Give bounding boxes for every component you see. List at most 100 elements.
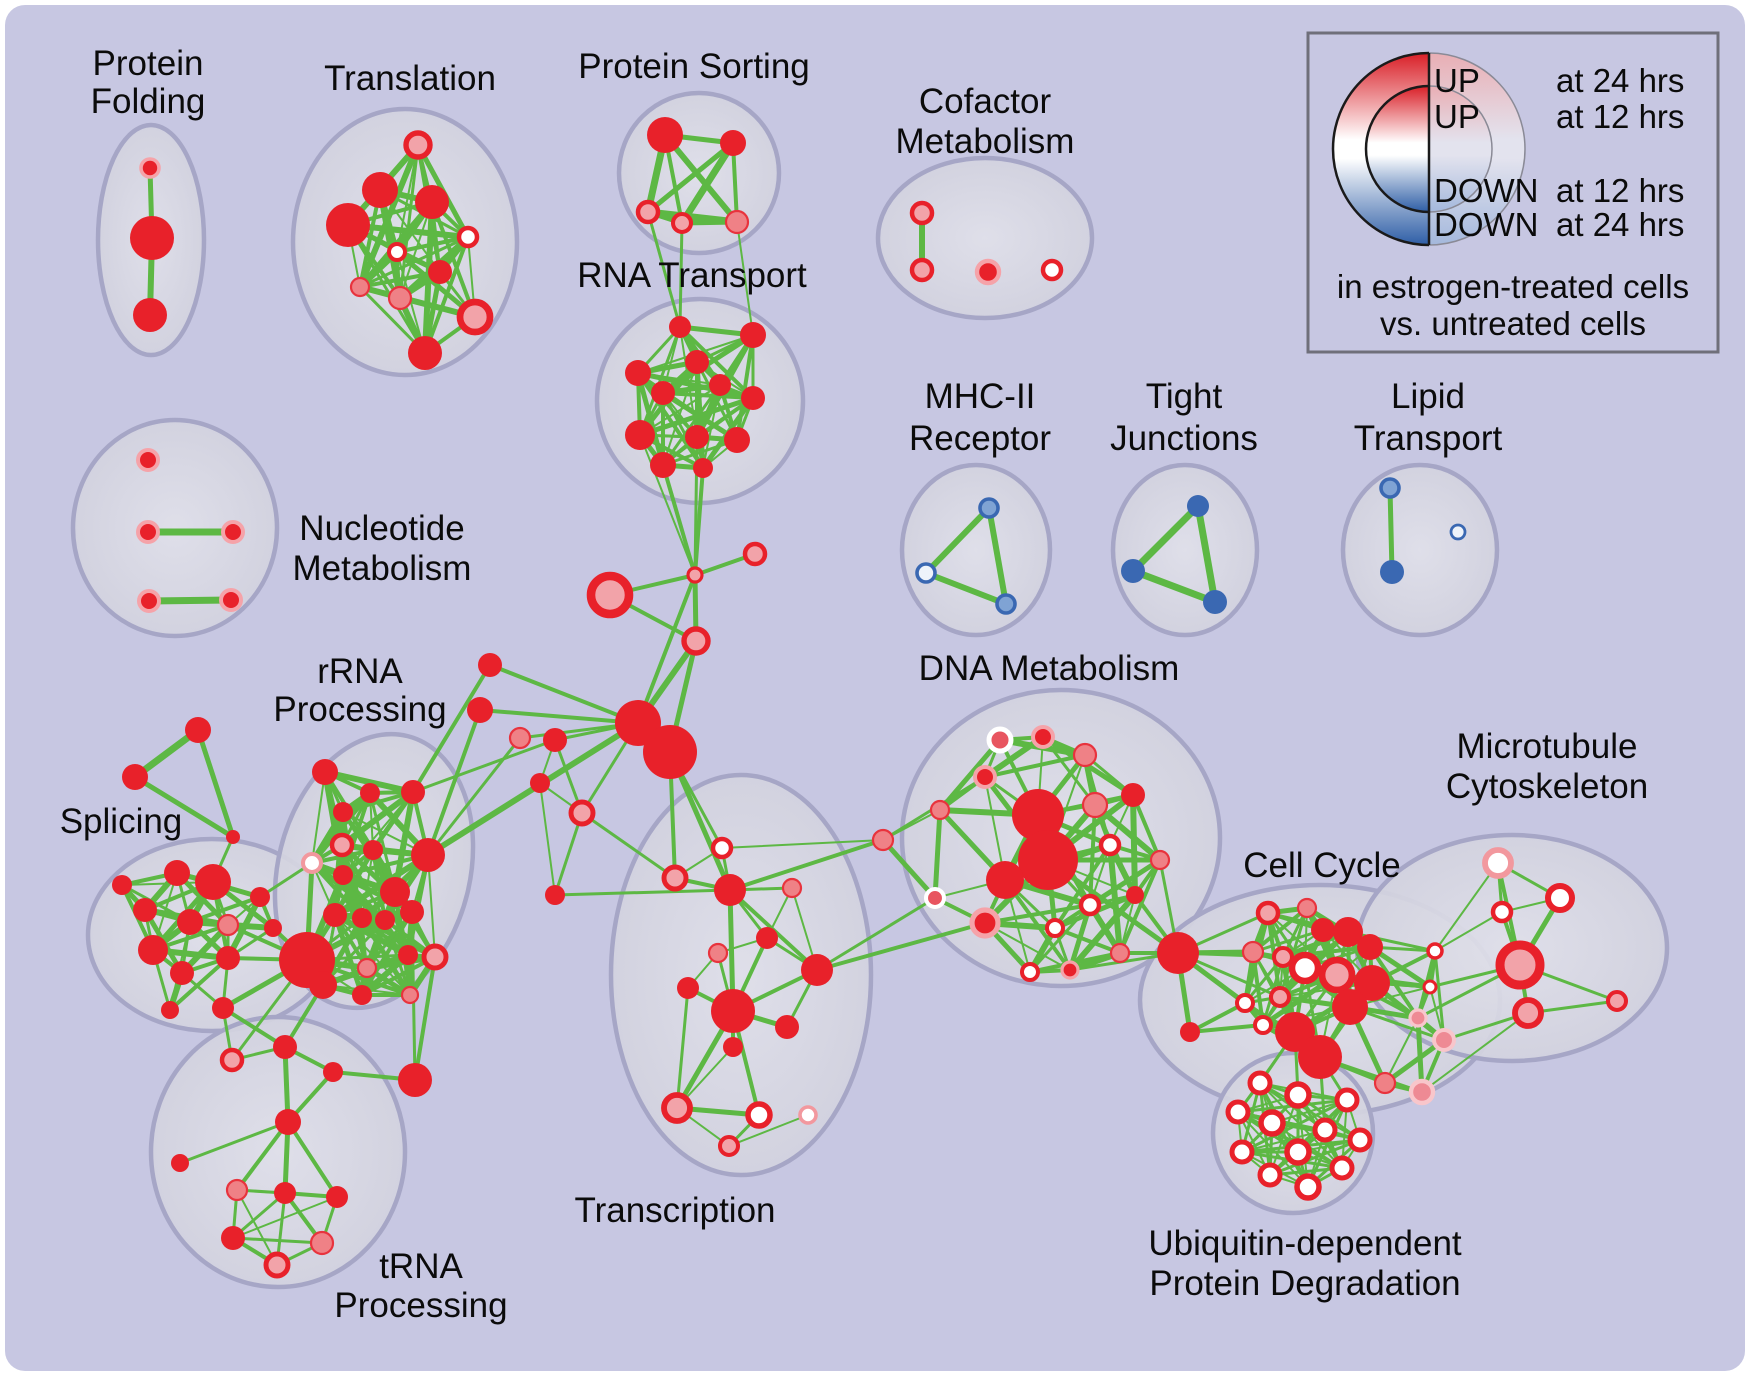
splicing-node-7 bbox=[216, 946, 240, 970]
transcription-node-5 bbox=[677, 977, 699, 999]
rrna-processing-node-3 bbox=[333, 802, 353, 822]
trna-processing-node-0 bbox=[212, 997, 234, 1019]
transcription-node-4 bbox=[707, 942, 729, 964]
nucleotide-metabolism-node-1 bbox=[136, 520, 160, 544]
edge bbox=[721, 839, 884, 849]
edge bbox=[639, 434, 696, 576]
translation-node-6 bbox=[428, 260, 452, 284]
dna-metabolism-node-5 bbox=[929, 799, 951, 821]
rna-transport-node-3 bbox=[625, 360, 651, 386]
rrna-processing-node-18 bbox=[421, 943, 449, 971]
cell-cycle-node-19 bbox=[1408, 1078, 1436, 1106]
transcription-node-11 bbox=[798, 1105, 818, 1125]
microtubule-cytoskeleton-node-0 bbox=[1482, 847, 1514, 879]
dna-metabolism-node-12 bbox=[1149, 849, 1171, 871]
translation-label: Translation bbox=[324, 59, 496, 98]
rrna-processing-node-6 bbox=[363, 840, 383, 860]
rrna-processing-node-11 bbox=[352, 908, 372, 928]
transcription-label: Transcription bbox=[575, 1191, 776, 1230]
legend-direction-label: DOWN bbox=[1434, 206, 1538, 243]
edge bbox=[478, 708, 640, 725]
cell-cycle-node-3 bbox=[1333, 917, 1363, 947]
rna-transport-node-0 bbox=[669, 316, 691, 338]
edge bbox=[736, 221, 754, 336]
trna-processing-node-9 bbox=[326, 1186, 348, 1208]
rna-transport-node-10 bbox=[650, 452, 676, 478]
edge bbox=[311, 771, 326, 864]
rrna-processing-node-19 bbox=[352, 985, 372, 1005]
edge bbox=[231, 1236, 324, 1245]
legend-circle-12h-saturated bbox=[1364, 84, 1429, 214]
edge bbox=[553, 811, 584, 897]
mhc-ii-receptor-node-2 bbox=[995, 593, 1017, 615]
tight-junctions-node-2 bbox=[1203, 590, 1227, 614]
trna-processing-node-4 bbox=[398, 1063, 432, 1097]
dna-metabolism-node-11 bbox=[1098, 833, 1122, 857]
lipid-transport-node-1 bbox=[1380, 560, 1404, 584]
legend-time-label: at 24 hrs bbox=[1556, 206, 1684, 243]
edge bbox=[332, 852, 431, 918]
edge bbox=[932, 807, 943, 901]
nucleotide-metabolism-node-2 bbox=[221, 520, 245, 544]
microtubule-cytoskeleton-node-3 bbox=[1495, 940, 1545, 990]
rrna-processing-node-8 bbox=[411, 838, 445, 872]
transcription-node-2 bbox=[714, 874, 746, 906]
nucleotide-metabolism-node-0 bbox=[136, 448, 160, 472]
edge bbox=[661, 463, 697, 577]
rrna-processing-node-9 bbox=[380, 877, 410, 907]
trna-processing-node-8 bbox=[274, 1182, 296, 1204]
dna-metabolism-node-18 bbox=[1109, 942, 1131, 964]
cofactor-metabolism-ellipse bbox=[875, 155, 1095, 321]
nucleotide-metabolism-label: Nucleotide bbox=[299, 509, 464, 548]
ubiquitin-label: Protein Degradation bbox=[1149, 1264, 1460, 1303]
cell-cycle-node-16 bbox=[1157, 932, 1199, 974]
transcription-node-12 bbox=[717, 1134, 741, 1158]
mhc-ii-receptor-ellipse bbox=[899, 462, 1053, 638]
dna-metabolism-node-16 bbox=[1078, 893, 1102, 917]
edge bbox=[1387, 485, 1395, 575]
transcription-node-17 bbox=[801, 954, 833, 986]
translation-node-4 bbox=[456, 225, 480, 249]
edge bbox=[635, 370, 756, 401]
cell-cycle-node-13 bbox=[1253, 1015, 1273, 1035]
nucleotide-metabolism-node-3 bbox=[137, 589, 161, 613]
rna-transport-node-8 bbox=[685, 425, 709, 449]
dna-metabolism-node-9 bbox=[986, 861, 1024, 899]
mhc-ii-receptor-node-0 bbox=[978, 497, 1000, 519]
translation-node-7 bbox=[349, 276, 371, 298]
edge bbox=[339, 789, 416, 848]
rrna-processing-node-15 bbox=[309, 971, 337, 999]
transcription-node-6 bbox=[711, 989, 755, 1033]
cell-cycle-node-7 bbox=[1288, 951, 1322, 985]
splicing-node-11 bbox=[112, 875, 132, 895]
rrna-processing-node-2 bbox=[401, 780, 425, 804]
ubiquitin-label: Ubiquitin-dependent bbox=[1148, 1224, 1462, 1263]
lipid-transport-node-2 bbox=[1449, 523, 1467, 541]
edge bbox=[1118, 858, 1162, 955]
cofactor-metabolism-label: Metabolism bbox=[896, 122, 1075, 161]
cell-cycle-node-6 bbox=[1271, 945, 1295, 969]
edge bbox=[321, 918, 387, 987]
transcription-node-1 bbox=[661, 864, 689, 892]
edge bbox=[986, 505, 1009, 607]
edge bbox=[411, 663, 492, 794]
protein-sorting-node-0 bbox=[647, 117, 683, 153]
trna-processing-node-12 bbox=[263, 1251, 291, 1279]
rna-transport-node-11 bbox=[693, 458, 713, 478]
chain-node-7 bbox=[467, 697, 493, 723]
edge bbox=[1251, 928, 1325, 954]
edge bbox=[358, 270, 442, 289]
lipid-transport-label: Lipid bbox=[1391, 377, 1465, 416]
rrna-processing-node-17 bbox=[398, 945, 418, 965]
rna-transport-node-9 bbox=[724, 427, 750, 453]
dna-metabolism-node-4 bbox=[973, 765, 997, 789]
edge bbox=[1129, 567, 1219, 606]
ubiquitin-node-10 bbox=[1329, 1155, 1355, 1181]
rna-transport-node-1 bbox=[740, 322, 766, 348]
cell-cycle-node-10 bbox=[1268, 985, 1292, 1009]
transcription-node-3 bbox=[756, 927, 778, 949]
chain-node-6 bbox=[478, 653, 502, 677]
edge bbox=[286, 1120, 339, 1199]
edge bbox=[728, 838, 885, 892]
edge bbox=[815, 896, 937, 972]
